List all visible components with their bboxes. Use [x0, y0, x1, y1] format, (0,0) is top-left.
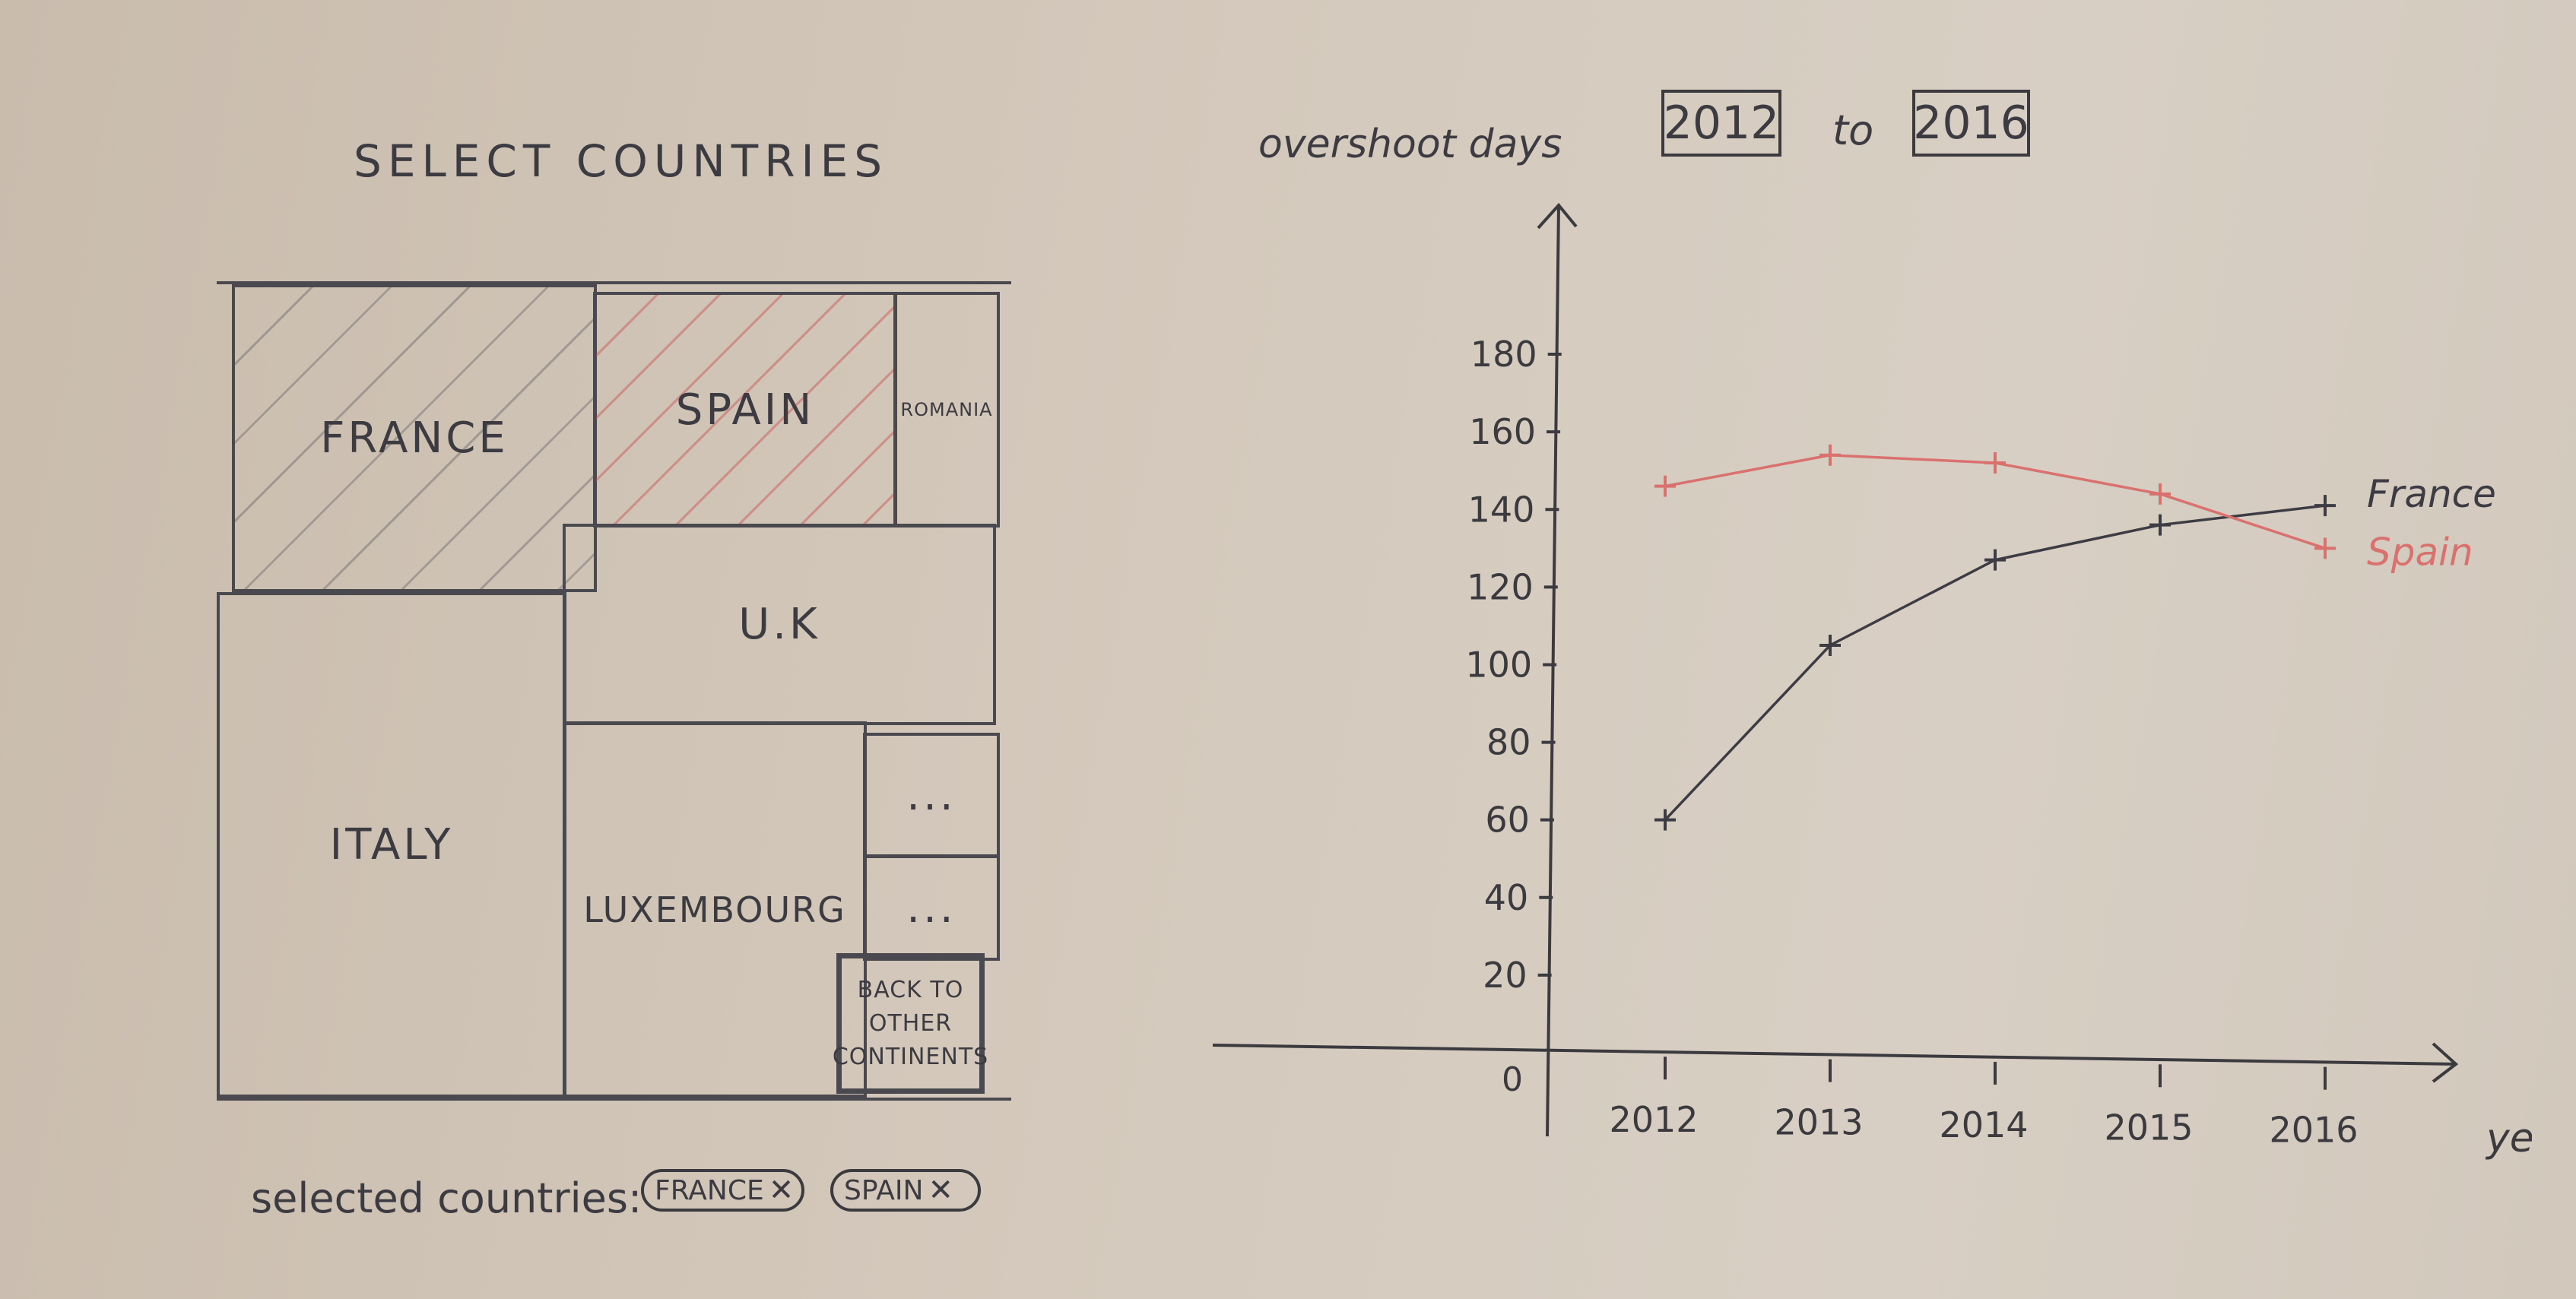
chip-label-spain: SPAIN	[844, 1174, 924, 1206]
data-point-spain	[1984, 452, 2006, 474]
series-label-france: France	[2367, 472, 2496, 516]
cell-label-france: FRANCE	[320, 413, 509, 463]
origin-label: 0	[1502, 1060, 1523, 1099]
cell-label-spain: SPAIN	[675, 385, 815, 435]
y-tick-label: 120	[1467, 566, 1534, 607]
year-to-input[interactable]: 2016	[1912, 90, 2030, 157]
cell-label-italy: ITALY	[329, 820, 454, 870]
data-point-spain	[2149, 483, 2171, 505]
treemap-cell-more-2[interactable]: ...	[863, 854, 1000, 961]
x-tick-label: 2012	[1609, 1099, 1698, 1140]
y-axis	[1546, 204, 1560, 1137]
back-to-other-continents-button[interactable]: BACK TO OTHER CONTINENTS	[832, 953, 989, 1094]
data-point-spain	[1654, 475, 1676, 497]
y-tick-label: 40	[1484, 877, 1529, 918]
chart-y-title: overshoot days	[1258, 122, 1562, 167]
y-tick-label: 20	[1483, 955, 1528, 996]
treemap-cell-france[interactable]: FRANCE	[232, 284, 597, 592]
x-tick-label: 2013	[1774, 1102, 1863, 1143]
selected-chip-spain[interactable]: SPAIN ✕	[830, 1169, 981, 1212]
data-point-france	[2314, 495, 2336, 517]
y-tick-label: 140	[1468, 489, 1535, 530]
x-axis	[1212, 1044, 2457, 1066]
year-from-input[interactable]: 2012	[1661, 90, 1781, 157]
treemap-cell-italy[interactable]: ITALY	[217, 592, 566, 1098]
data-point-france	[1654, 809, 1676, 831]
data-point-france	[1819, 634, 1841, 656]
treemap-cell-spain[interactable]: SPAIN	[593, 292, 897, 528]
selected-countries-label: selected countries:	[251, 1174, 642, 1222]
series-label-spain: Spain	[2367, 530, 2473, 574]
y-tick-label: 60	[1485, 800, 1530, 841]
remove-spain-icon[interactable]: ✕	[928, 1173, 953, 1208]
x-tick-label: 2016	[2269, 1110, 2358, 1151]
treemap-cell-luxembourg[interactable]: LUXEMBOURG	[563, 721, 867, 1098]
data-point-france	[2149, 514, 2171, 536]
back-button-label: BACK TO OTHER CONTINENTS	[832, 976, 989, 1070]
y-tick-label: 100	[1465, 644, 1532, 685]
cell-label-luxembourg: LUXEMBOURG	[583, 889, 846, 930]
y-axis-arrow	[1537, 202, 1578, 230]
data-point-spain	[1819, 444, 1841, 466]
cell-label-romania: ROMANIA	[900, 399, 993, 420]
y-tick-label: 160	[1469, 411, 1536, 452]
x-axis-label: year	[2485, 1116, 2532, 1161]
overshoot-line-chart: 0 20 40 60 80 100 120 140 160 180 2012 2013 2014 2015…	[1212, 202, 2532, 1161]
data-point-spain	[2314, 537, 2336, 559]
data-point-france	[1984, 549, 2006, 571]
country-treemap: FRANCE SPAIN ROMANIA U.K ITALY LUXEMBOUR…	[217, 281, 1011, 1101]
cell-label-more-1: ...	[906, 771, 956, 820]
select-countries-title: SELECT COUNTRIES	[354, 135, 889, 187]
x-tick-label: 2014	[1939, 1104, 2028, 1145]
treemap-cell-uk[interactable]: U.K	[563, 524, 996, 725]
x-tick-label: 2015	[2104, 1107, 2193, 1148]
chip-label-france: FRANCE	[655, 1174, 764, 1206]
year-range-to-label: to	[1832, 106, 1874, 154]
y-tick-label: 80	[1486, 722, 1531, 763]
x-axis-arrow	[2432, 1042, 2459, 1083]
remove-france-icon[interactable]: ✕	[768, 1173, 795, 1208]
y-tick-label: 180	[1470, 334, 1537, 375]
treemap-cell-more-1[interactable]: ...	[863, 733, 1000, 858]
cell-label-more-2: ...	[906, 882, 956, 933]
treemap-cell-romania[interactable]: ROMANIA	[893, 292, 1000, 528]
selected-chip-france[interactable]: FRANCE ✕	[641, 1169, 804, 1212]
cell-label-uk: U.K	[738, 600, 820, 649]
